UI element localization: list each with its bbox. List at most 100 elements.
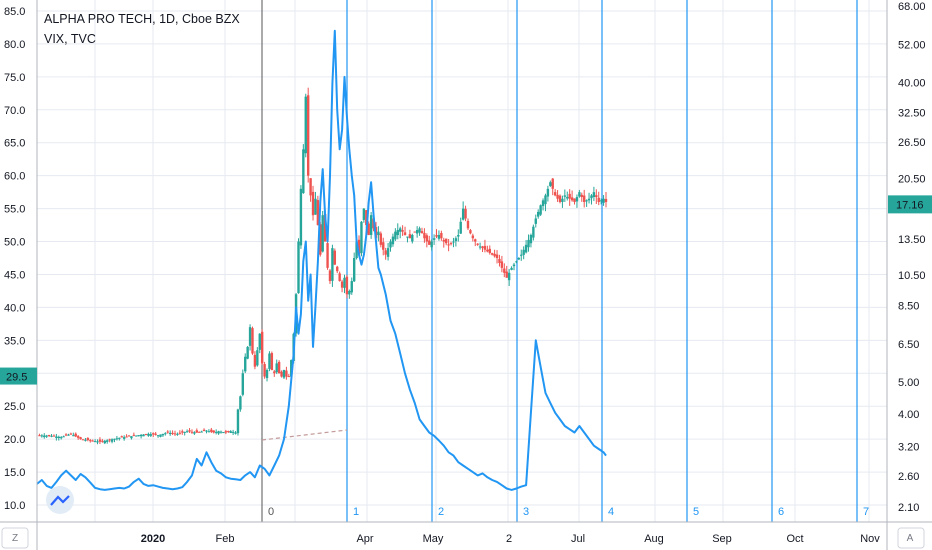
candle-body	[398, 228, 402, 232]
candle-body	[367, 223, 370, 235]
candle-body	[207, 431, 211, 433]
candle-body	[244, 356, 247, 372]
candle-body	[62, 436, 65, 438]
candle-body	[599, 200, 603, 202]
cycle-label: 0	[268, 506, 274, 518]
legend-overlay-symbol[interactable]: VIX, TVC	[44, 32, 96, 46]
candle-body	[251, 328, 254, 354]
candle-body	[587, 198, 591, 201]
candle-body	[173, 433, 177, 435]
candle-body	[84, 439, 87, 441]
candle-body	[408, 234, 412, 239]
candle-body	[524, 244, 528, 253]
candle-body	[512, 264, 516, 267]
candle-body	[442, 239, 445, 242]
candle-body	[89, 440, 92, 442]
candle-body	[159, 434, 162, 437]
candle-body	[459, 221, 462, 234]
candle-body	[425, 235, 429, 242]
candle-body	[522, 249, 525, 255]
candle-body	[403, 232, 407, 235]
candle-body	[323, 213, 327, 242]
candle-body	[302, 149, 305, 194]
candle-body	[491, 253, 494, 255]
candle-body	[423, 232, 426, 239]
cycle-label: 1	[353, 506, 359, 518]
candle-body	[205, 430, 208, 432]
left-tick-label: 40.0	[4, 302, 25, 314]
candle-body	[352, 258, 356, 282]
candle-body	[265, 369, 269, 379]
candle-body	[285, 370, 288, 377]
candle-body	[384, 250, 387, 255]
right-current-label: 17.16	[896, 199, 924, 211]
candle-body	[444, 238, 448, 244]
candle-body	[510, 267, 513, 270]
legend-main-symbol[interactable]: ALPHA PRO TECH, 1D, Cboe BZX	[44, 12, 240, 26]
candle-body	[466, 220, 470, 229]
x-tick-label: Nov	[860, 533, 880, 545]
candle-body	[585, 200, 588, 202]
candle-body	[309, 178, 312, 196]
candle-body	[570, 197, 574, 201]
candle-body	[166, 431, 169, 433]
candle-body	[411, 234, 414, 242]
candle-body	[38, 435, 41, 437]
left-tick-label: 20.0	[4, 434, 25, 446]
candle-body	[469, 230, 472, 234]
right-tick-label: 2.10	[898, 502, 919, 514]
candle-body	[45, 435, 48, 437]
candle-body	[592, 192, 596, 198]
candle-body	[488, 248, 491, 254]
left-tick-label: 50.0	[4, 237, 25, 249]
candle-body	[127, 435, 131, 437]
candle-body	[532, 226, 535, 238]
candle-body	[529, 234, 533, 244]
corner-right-label: A	[907, 533, 914, 544]
candle-body	[91, 440, 94, 442]
cycle-label: 6	[778, 506, 784, 518]
candle-body	[115, 438, 119, 440]
candle-body	[156, 435, 160, 437]
candle-body	[132, 434, 136, 436]
candle-body	[328, 270, 332, 282]
right-tick-label: 4.00	[898, 409, 919, 421]
candle-body	[505, 271, 508, 278]
candle-body	[277, 361, 281, 374]
candle-body	[486, 249, 489, 252]
candle-body	[256, 350, 259, 366]
candle-body	[428, 240, 431, 245]
left-tick-label: 15.0	[4, 467, 25, 479]
left-current-label: 29.5	[6, 372, 27, 384]
candle-body	[348, 290, 351, 295]
candle-body	[280, 371, 283, 377]
candle-body	[437, 234, 441, 239]
candle-body	[549, 182, 552, 186]
cycle-label: 2	[438, 506, 444, 518]
candle-body	[461, 208, 465, 220]
grid	[37, 0, 887, 522]
left-tick-label: 80.0	[4, 39, 25, 51]
cycle-label: 5	[693, 506, 699, 518]
candle-body	[537, 211, 540, 217]
candle-body	[122, 437, 126, 439]
candle-body	[103, 440, 106, 444]
candle-body	[602, 198, 605, 203]
vix-series	[36, 29, 607, 491]
candle-body	[93, 441, 97, 443]
cycle-label: 3	[523, 506, 529, 518]
candle-body	[241, 373, 245, 395]
left-tick-label: 55.0	[4, 204, 25, 216]
candle-body	[210, 429, 213, 432]
candle-body	[154, 433, 157, 435]
x-tick-label: Jul	[571, 533, 585, 545]
candle-body	[556, 194, 559, 199]
candle-body	[520, 254, 523, 256]
x-tick-label: Feb	[216, 533, 235, 545]
candle-body	[338, 273, 341, 282]
candle-body	[476, 243, 479, 245]
candle-body	[125, 436, 128, 438]
candle-body	[176, 433, 179, 435]
candle-body	[268, 353, 271, 369]
